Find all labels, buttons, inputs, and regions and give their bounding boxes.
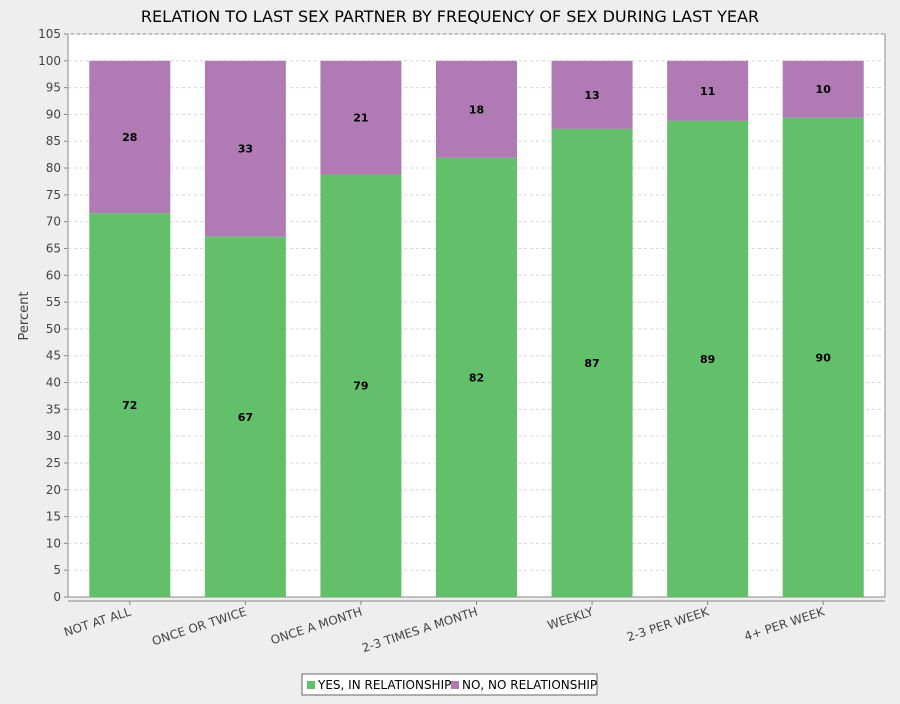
bar-no <box>551 60 633 129</box>
bar-no <box>204 60 286 237</box>
data-label: 28 <box>122 131 137 144</box>
x-tick-label: WEEKLY <box>546 604 596 632</box>
data-label: 10 <box>816 83 832 96</box>
chart-title: RELATION TO LAST SEX PARTNER BY FREQUENC… <box>141 7 759 26</box>
bar-yes <box>204 236 286 597</box>
x-tick-label: ONCE OR TWICE <box>150 605 248 649</box>
bar-no <box>320 60 402 175</box>
data-label: 89 <box>700 353 715 366</box>
bar-no <box>436 60 517 158</box>
bar-yes <box>782 117 864 597</box>
bars <box>89 60 864 598</box>
y-tick-label: 50 <box>46 322 61 336</box>
y-tick-label: 45 <box>46 349 61 363</box>
legend-label-yes: YES, IN RELATIONSHIP <box>317 678 451 692</box>
bar-no <box>782 60 864 118</box>
y-tick-label: 75 <box>46 188 61 202</box>
x-tick-label: 2-3 PER WEEK <box>625 604 712 644</box>
y-tick-label: 90 <box>46 107 61 121</box>
x-tick-label: ONCE A MONTH <box>269 605 364 648</box>
data-label: 18 <box>469 103 484 116</box>
bar-no <box>667 60 749 121</box>
legend-box <box>301 673 598 696</box>
data-label: 90 <box>816 351 832 364</box>
x-tick-label: NOT AT ALL <box>62 604 133 639</box>
data-labels: 72 28 67 33 79 21 82 18 87 13 89 11 90 10 <box>122 83 831 424</box>
y-tick-label: 95 <box>46 81 61 95</box>
data-label: 21 <box>353 112 368 125</box>
data-label: 82 <box>469 371 484 384</box>
bar-yes <box>551 128 633 598</box>
y-tick-label: 60 <box>46 268 61 282</box>
y-tick-label: 105 <box>38 27 61 41</box>
y-tick-label: 15 <box>46 510 61 524</box>
y-tick-label: 30 <box>46 429 61 443</box>
data-label: 11 <box>700 85 715 98</box>
bar-no <box>89 60 171 214</box>
y-tick-label: 40 <box>46 376 61 390</box>
y-tick-label: 55 <box>46 295 61 309</box>
data-label: 33 <box>238 143 253 156</box>
y-tick-label: 100 <box>38 54 61 68</box>
x-tick-label: 2-3 TIMES A MONTH <box>360 605 479 656</box>
data-label: 87 <box>584 357 599 370</box>
data-label: 79 <box>353 380 368 393</box>
bar-yes <box>320 174 402 597</box>
data-label: 67 <box>238 411 253 424</box>
y-tick-label: 85 <box>46 134 61 148</box>
x-tick-label: 4+ PER WEEK <box>743 604 828 643</box>
bar-yes <box>667 120 749 597</box>
legend: YES, IN RELATIONSHIP NO, NO RELATIONSHIP <box>301 673 598 696</box>
y-tick-label: 70 <box>46 215 61 229</box>
y-tick-label: 65 <box>46 241 61 255</box>
y-tick-label: 0 <box>53 590 61 604</box>
y-tick-label: 25 <box>46 456 61 470</box>
data-label: 72 <box>122 399 137 412</box>
y-tick-label: 20 <box>46 483 61 497</box>
y-axis-label: Percent <box>17 292 32 341</box>
bar-yes <box>436 157 517 598</box>
legend-swatch-yes <box>307 681 315 689</box>
bar-yes <box>89 213 171 597</box>
legend-label-no: NO, NO RELATIONSHIP <box>462 678 597 692</box>
legend-swatch-no <box>451 681 459 689</box>
data-label: 13 <box>584 89 599 102</box>
y-tick-label: 10 <box>46 536 61 550</box>
y-tick-label: 5 <box>53 563 61 577</box>
y-tick-label: 35 <box>46 402 61 416</box>
y-tick-label: 80 <box>46 161 61 175</box>
